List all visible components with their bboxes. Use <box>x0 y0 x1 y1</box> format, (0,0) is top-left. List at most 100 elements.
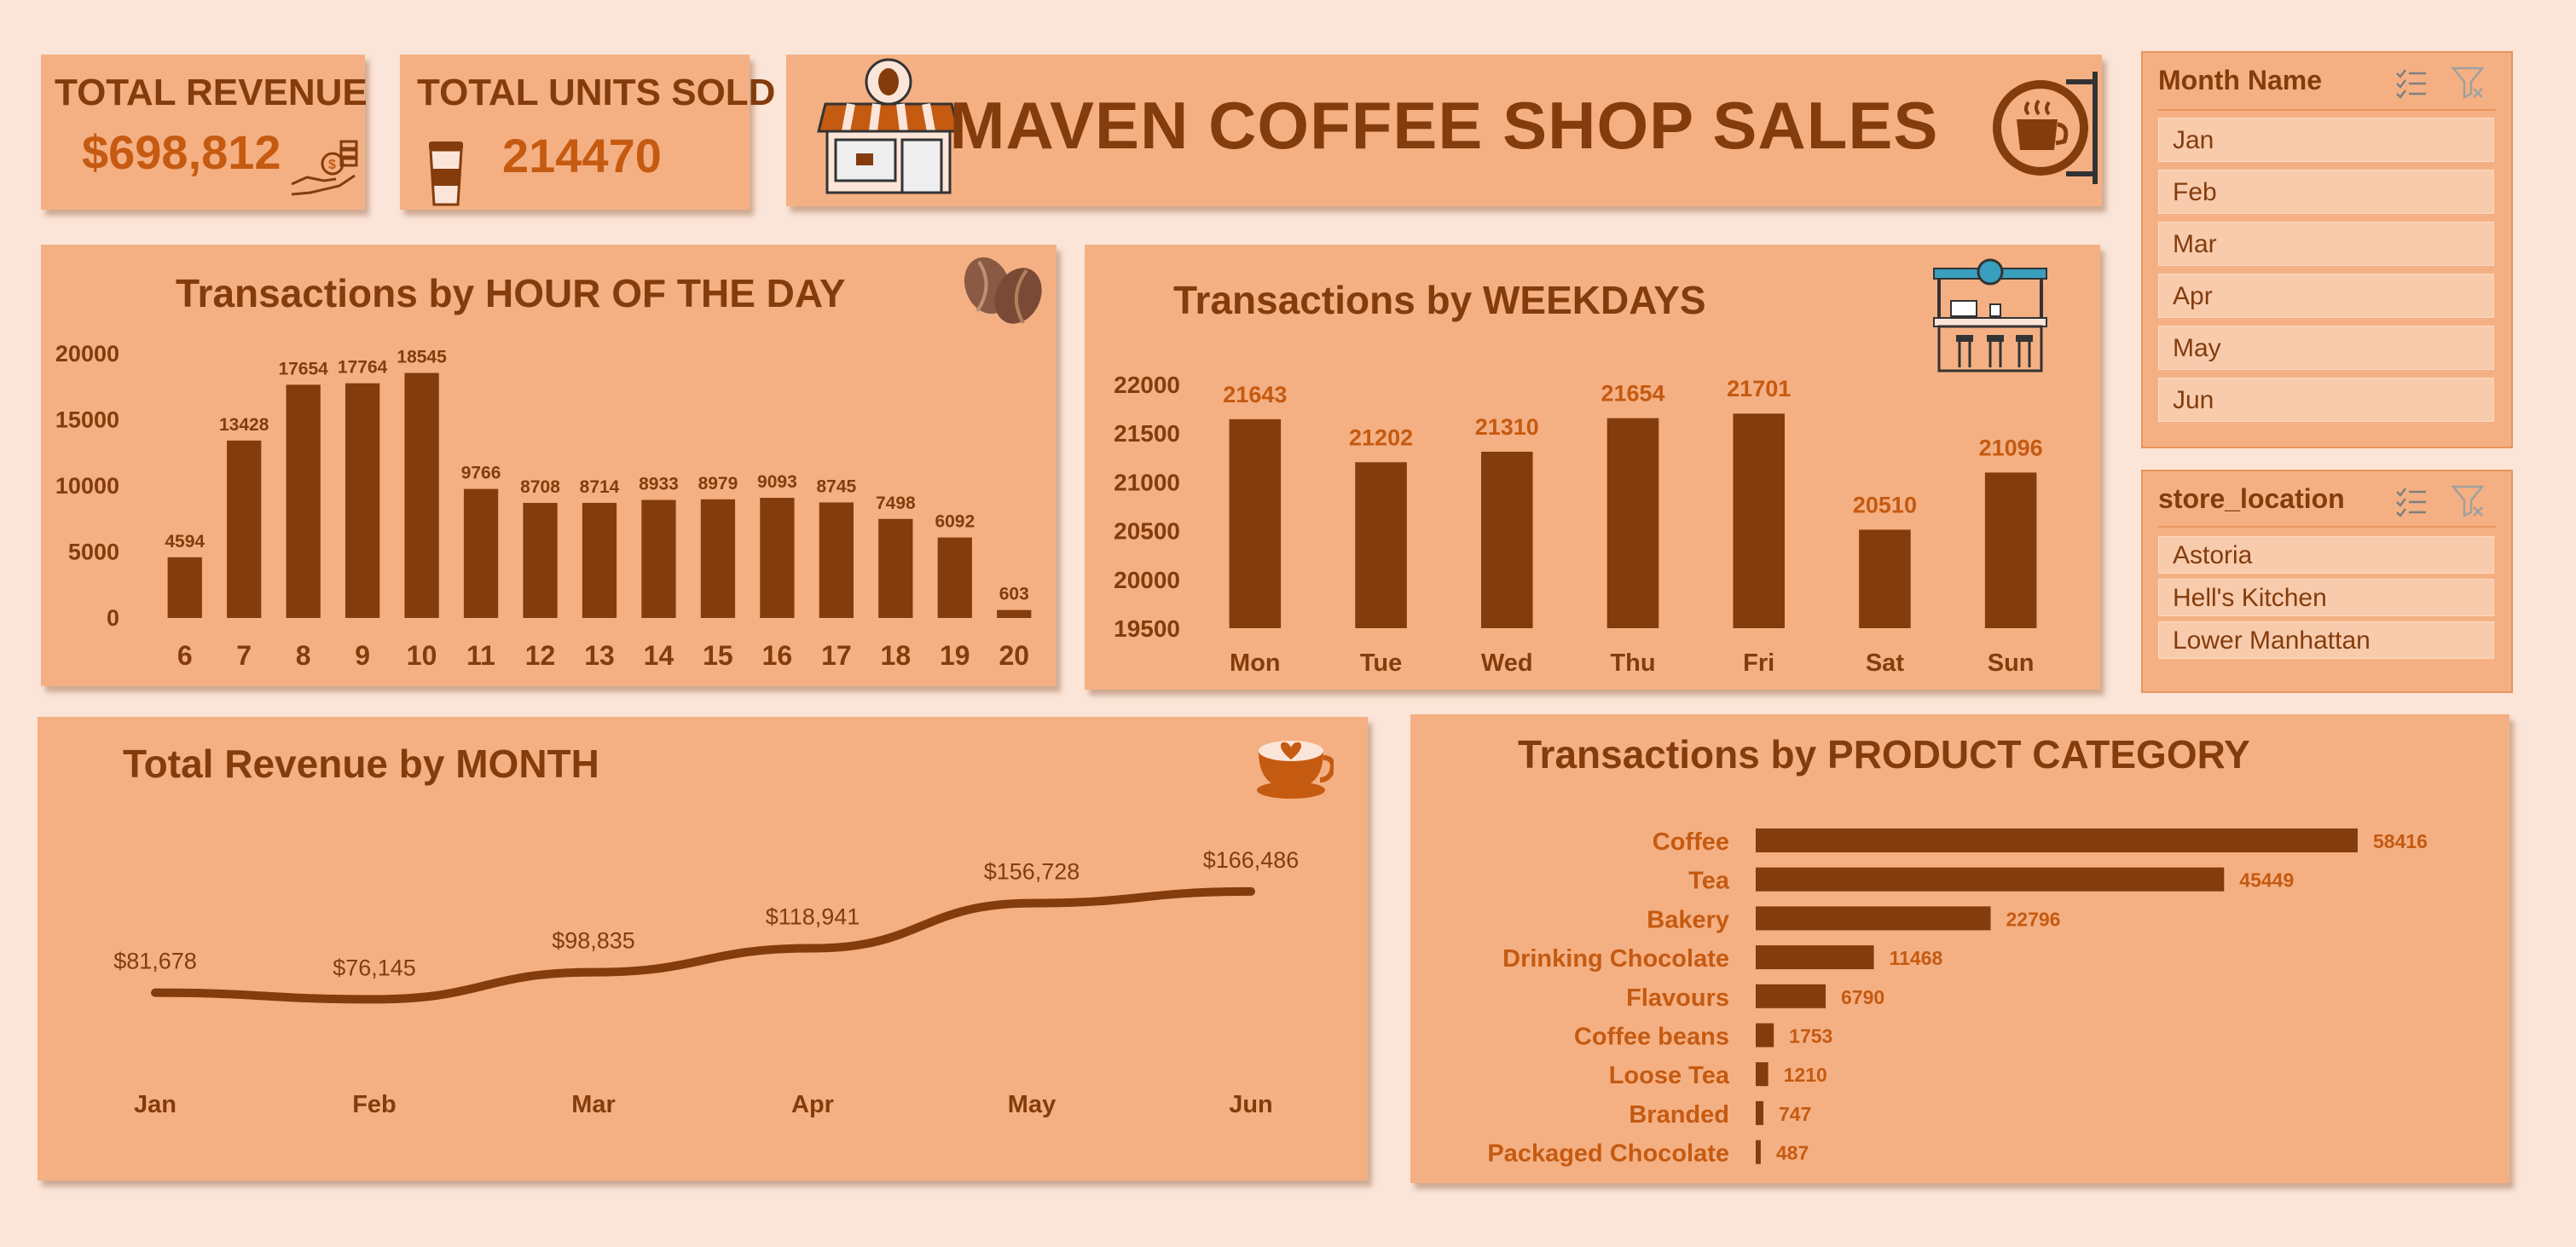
hour-chart-card: Transactions by HOUR OF THE DAY 0 5000 100… <box>41 245 1056 686</box>
bar <box>1756 1140 1761 1164</box>
category-label: Tea <box>1688 868 1730 895</box>
y-tick-label: 0 <box>107 605 119 631</box>
bar <box>1756 828 2358 852</box>
data-label: 11468 <box>1890 947 1943 969</box>
multi-select-icon[interactable] <box>2392 482 2429 519</box>
data-label: 747 <box>1779 1103 1811 1125</box>
data-label: 8708 <box>520 477 560 497</box>
total-revenue-value: $698,812 <box>82 125 281 179</box>
month-slicer: Month Name Jan Feb Mar Apr May Jun <box>2141 51 2513 448</box>
bar <box>1859 529 1911 628</box>
data-label: 58416 <box>2373 830 2428 852</box>
month-slicer-item[interactable]: Feb <box>2158 170 2494 214</box>
store-location-slicer-divider <box>2158 526 2496 528</box>
bar <box>937 537 972 618</box>
data-label: 18545 <box>397 348 447 367</box>
category-label: Loose Tea <box>1609 1062 1730 1089</box>
bar <box>523 503 558 618</box>
bar <box>463 488 499 618</box>
data-label: 9766 <box>461 464 501 483</box>
category-label: Bakery <box>1647 906 1729 933</box>
bar <box>1756 1062 1768 1087</box>
month-slicer-item[interactable]: Mar <box>2158 222 2494 266</box>
bar <box>1984 472 2037 628</box>
x-tick-label: 14 <box>644 640 674 671</box>
x-tick-label: Mar <box>571 1091 616 1118</box>
bar <box>700 499 736 618</box>
y-tick-label: 19500 <box>1114 615 1180 642</box>
data-label: 21643 <box>1223 382 1287 407</box>
month-slicer-item[interactable]: May <box>2158 326 2494 370</box>
data-label: $166,486 <box>1203 847 1300 873</box>
data-label: 20510 <box>1853 492 1917 517</box>
bar <box>1756 1100 1764 1125</box>
data-label: 21202 <box>1349 424 1413 450</box>
bar <box>641 499 676 618</box>
y-tick-label: 20000 <box>55 341 119 367</box>
category-label: Branded <box>1629 1101 1729 1129</box>
month-revenue-card: Total Revenue by MONTH $81,678 Jan $76,145… <box>38 717 1368 1181</box>
bar <box>286 384 321 618</box>
x-tick-label: 20 <box>999 640 1029 671</box>
clear-filter-icon[interactable] <box>2450 482 2487 519</box>
bar <box>582 502 617 618</box>
data-label: 21096 <box>1979 435 2043 460</box>
month-slicer-item[interactable]: Jun <box>2158 378 2494 422</box>
bar <box>404 372 439 618</box>
store-location-slicer-item[interactable]: Lower Manhattan <box>2158 621 2494 659</box>
data-label: 13428 <box>219 415 269 435</box>
category-label: Flavours <box>1626 984 1729 1012</box>
store-location-slicer: store_location Astoria Hell's Kitchen Lo… <box>2141 470 2513 693</box>
bar <box>1733 413 1785 628</box>
hour-chart-title: Transactions by HOUR OF THE DAY <box>176 271 846 315</box>
y-tick-label: 20500 <box>1114 518 1180 545</box>
month-slicer-item[interactable]: Jan <box>2158 118 2494 162</box>
bar <box>344 383 380 618</box>
data-label: 17764 <box>338 358 388 378</box>
bar <box>1756 984 1826 1008</box>
x-tick-label: Mon <box>1230 649 1281 677</box>
month-slicer-item[interactable]: Apr <box>2158 274 2494 318</box>
y-tick-label: 15000 <box>55 407 119 433</box>
x-tick-label: 7 <box>236 640 252 671</box>
x-tick-label: 19 <box>940 640 970 671</box>
store-location-slicer-item[interactable]: Astoria <box>2158 536 2494 574</box>
clear-filter-icon[interactable] <box>2450 63 2487 101</box>
coffee-beans-icon <box>964 257 1042 324</box>
latte-art-icon <box>1257 741 1334 799</box>
coffee-cup-icon <box>429 141 463 206</box>
month-revenue-title: Total Revenue by MONTH <box>123 742 599 786</box>
data-label: $76,145 <box>333 955 416 980</box>
x-tick-label: 10 <box>407 640 437 671</box>
y-tick-label: 10000 <box>55 473 119 499</box>
store-location-slicer-item[interactable]: Hell's Kitchen <box>2158 579 2494 616</box>
multi-select-icon[interactable] <box>2392 63 2429 101</box>
data-label: 45449 <box>2239 869 2294 892</box>
x-tick-label: 12 <box>525 640 556 671</box>
x-tick-label: Thu <box>1610 649 1655 677</box>
total-units-card: TOTAL UNITS SOLD 214470 <box>400 55 775 210</box>
category-label: Coffee <box>1653 828 1729 856</box>
data-label: 21654 <box>1601 381 1664 407</box>
data-label: 7498 <box>876 494 916 513</box>
bar <box>227 440 262 618</box>
data-label: 1210 <box>1784 1064 1827 1086</box>
total-units-value: 214470 <box>502 129 662 182</box>
x-tick-label: 6 <box>177 640 193 671</box>
x-tick-label: Feb <box>352 1091 397 1118</box>
coffee-bar-icon <box>1933 258 2047 372</box>
x-tick-label: Sun <box>1988 649 2035 677</box>
x-tick-label: Wed <box>1481 649 1533 677</box>
x-tick-label: Jun <box>1229 1091 1273 1118</box>
data-label: 6790 <box>1841 986 1884 1008</box>
bar <box>819 502 854 618</box>
bar <box>1481 451 1533 628</box>
weekday-bar-chart: 19500 20000 20500 21000 21500 22000 21643 Mon 21… <box>1114 372 2043 677</box>
bar <box>760 498 795 618</box>
data-label: 1753 <box>1789 1025 1832 1048</box>
bar <box>1756 906 1991 931</box>
data-label: 8979 <box>698 474 738 494</box>
data-label: 8714 <box>580 477 620 497</box>
bar <box>997 609 1032 618</box>
x-tick-label: Sat <box>1866 649 1904 677</box>
